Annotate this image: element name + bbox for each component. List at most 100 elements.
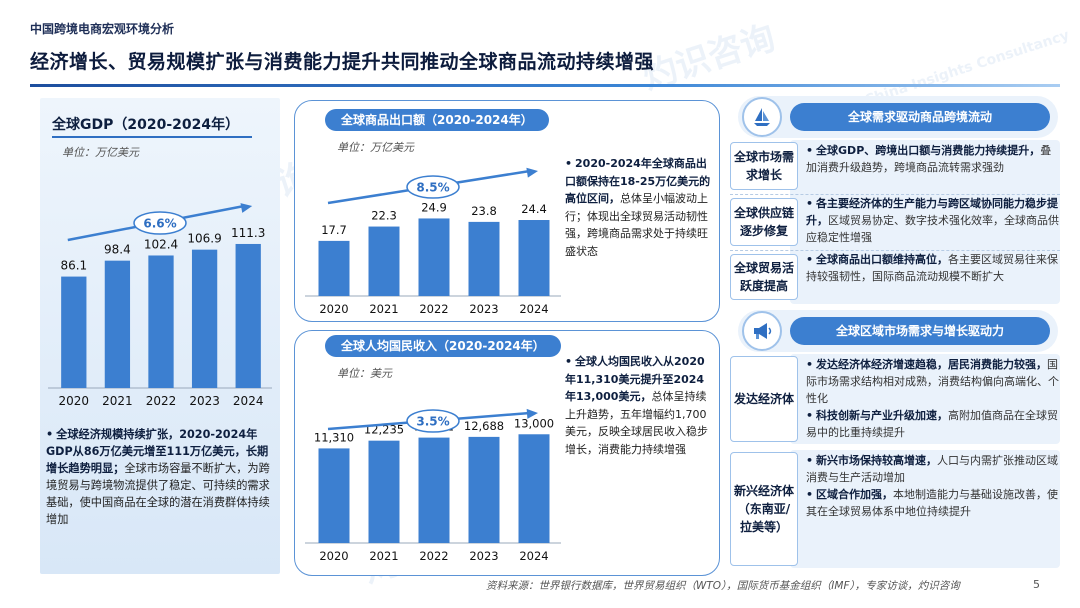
cagr-label: 8.5% bbox=[416, 181, 449, 195]
bar bbox=[235, 243, 261, 388]
row-bold: 科技创新与产业升级加速， bbox=[816, 409, 949, 422]
right-bottom-title: 全球区域市场需求与增长驱动力 bbox=[790, 317, 1050, 345]
row-market-demand: 全球GDP、跨境出口额与消费能力持续提升，叠加消费升级趋势，跨境商品流转需求强劲 bbox=[806, 142, 1060, 176]
row-bold: 新兴市场保持较高增速， bbox=[816, 454, 938, 467]
bullet-dot bbox=[806, 197, 816, 210]
row-rest: 叠加消费升级趋势，跨境商品流转需求强劲 bbox=[806, 144, 1052, 174]
cagr-label: 6.6% bbox=[143, 217, 176, 231]
row-bold: 各主要经济体的生产能力与跨区域协同能力稳步提升， bbox=[806, 197, 1059, 227]
data-label: 98.4 bbox=[104, 243, 131, 257]
bullet-dot bbox=[806, 454, 816, 467]
bar bbox=[518, 220, 550, 296]
export-note-bold: 2020-2024年全球商品出口额保持在18-25万亿美元的高位区间， bbox=[565, 157, 711, 205]
x-tick-label: 2020 bbox=[319, 549, 348, 563]
bullet-dot bbox=[806, 488, 816, 501]
data-label: 102.4 bbox=[144, 237, 178, 251]
row-rest: 高附加值商品在全球贸易中的比重持续提升 bbox=[806, 409, 1059, 439]
data-label: 24.4 bbox=[521, 202, 547, 216]
cagr-badge bbox=[406, 409, 460, 433]
developed-item-2: 科技创新与产业升级加速，高附加值商品在全球贸易中的比重持续提升 bbox=[806, 407, 1060, 441]
bullet-dot bbox=[565, 157, 575, 170]
x-tick-label: 2021 bbox=[369, 302, 398, 316]
data-label: 86.1 bbox=[60, 259, 87, 273]
gdp-note: 全球经济规模持续扩张，2020-2024年GDP从86万亿美元增至111万亿美元… bbox=[46, 426, 276, 528]
right-top-text-bg bbox=[790, 140, 1060, 304]
x-tick-label: 2021 bbox=[102, 394, 133, 408]
megaphone-icon bbox=[742, 311, 782, 351]
label-supply-chain: 全球供应链逐步修复 bbox=[730, 198, 798, 246]
income-note: 全球人均国民收入从2020年11,310美元提升至2024年13,000美元，总… bbox=[565, 353, 713, 458]
cagr-arrow-head bbox=[240, 203, 253, 213]
bar bbox=[318, 448, 350, 543]
bar bbox=[468, 436, 500, 543]
income-title: 全球人均国民收入（2020-2024年） bbox=[325, 335, 561, 357]
page-number: 5 bbox=[1033, 578, 1040, 591]
bar bbox=[368, 226, 400, 296]
emerging-text-bg bbox=[790, 450, 1060, 568]
bullet-dot bbox=[565, 355, 575, 368]
row-rest: 本地制造能力与基础设施改善，使其在全球贸易体系中地位持续提升 bbox=[806, 488, 1059, 518]
bullet-dot bbox=[806, 144, 816, 157]
x-tick-label: 2024 bbox=[519, 302, 548, 316]
row-bold: 区域合作加强， bbox=[816, 488, 894, 501]
cagr-badge bbox=[133, 211, 187, 235]
income-panel: 全球人均国民收入（2020-2024年） 单位：美元 11,310 2020 12,… bbox=[294, 330, 720, 576]
bar bbox=[148, 255, 174, 388]
data-label: 111.3 bbox=[231, 226, 265, 240]
gdp-note-bold: 全球经济规模持续扩张，2020-2024年GDP从86万亿美元增至111万亿美元… bbox=[46, 428, 269, 475]
x-tick-label: 2021 bbox=[369, 549, 398, 563]
emerging-item-2: 区域合作加强，本地制造能力与基础设施改善，使其在全球贸易体系中地位持续提升 bbox=[806, 486, 1060, 520]
export-title: 全球商品出口额（2020-2024年） bbox=[325, 109, 549, 131]
row-rest: 国际市场需求结构相对成熟，消费结构偏向高端化、个性化 bbox=[806, 358, 1059, 405]
title-divider bbox=[30, 84, 1060, 87]
income-chart: 11,310202012,235202112,602202212,6882023… bbox=[305, 408, 561, 563]
bar bbox=[468, 221, 500, 296]
row-supply-chain: 各主要经济体的生产能力与跨区域协同能力稳步提升，区域贸易协定、数字技术强化效率，… bbox=[806, 195, 1060, 246]
label-developed-economies: 发达经济体 bbox=[730, 356, 798, 442]
label-emerging-economies: 新兴经济体（东南亚/拉美等） bbox=[730, 452, 798, 566]
row-bold: 全球GDP、跨境出口额与消费能力持续提升， bbox=[816, 144, 1041, 157]
title-row: 经济增长、贸易规模扩张与消费能力提升共同推动全球商品流动持续增强 bbox=[30, 42, 1060, 82]
income-note-bold: 全球人均国民收入从2020年11,310美元提升至2024年13,000美元， bbox=[565, 355, 705, 403]
cagr-label: 3.5% bbox=[416, 415, 449, 429]
gdp-note-rest: 全球市场容量不断扩大，为跨境贸易与跨境物流提供了稳定、可持续的需求基础，使中国商… bbox=[46, 462, 270, 526]
emerging-item-1: 新兴市场保持较高增速，人口与内需扩张推动区域消费与生产活动增加 bbox=[806, 452, 1060, 486]
gdp-title-underline bbox=[52, 136, 252, 138]
gdp-unit: 单位：万亿美元 bbox=[62, 146, 139, 159]
bullet-dot bbox=[806, 358, 816, 371]
x-tick-label: 2023 bbox=[469, 302, 498, 316]
bullet-dot bbox=[46, 428, 56, 441]
row-trade-activity: 全球商品出口额维持高位，各主要区域贸易往来保持较强韧性，国际商品流动规模不断扩大 bbox=[806, 251, 1060, 285]
bullet-dot bbox=[806, 409, 816, 422]
source-note: 资料来源：世界银行数据库，世界贸易组织（WTO），国际货币基金组织（IMF），专… bbox=[486, 580, 960, 592]
cagr-badge bbox=[406, 175, 460, 199]
sailboat-icon bbox=[742, 97, 782, 137]
data-label: 106.9 bbox=[187, 232, 221, 246]
row-bold: 发达经济体经济增速趋稳，居民消费能力较强， bbox=[816, 358, 1048, 371]
data-label: 23.8 bbox=[471, 204, 497, 218]
bar bbox=[104, 260, 131, 388]
bullet-dot bbox=[806, 253, 816, 266]
data-label: 24.9 bbox=[421, 200, 447, 214]
gdp-panel: 全球GDP（2020-2024年） 单位：万亿美元 86.1 2020 98.4 20… bbox=[40, 98, 280, 574]
page-title: 经济增长、贸易规模扩张与消费能力提升共同推动全球商品流动持续增强 bbox=[30, 51, 655, 73]
gdp-title: 全球GDP（2020-2024年） bbox=[52, 117, 240, 133]
x-tick-label: 2020 bbox=[319, 302, 348, 316]
income-unit: 单位：美元 bbox=[337, 367, 392, 380]
cagr-arrow-head bbox=[526, 167, 538, 178]
export-unit: 单位：万亿美元 bbox=[337, 141, 414, 154]
developed-text-bg bbox=[790, 354, 1060, 444]
data-label: 17.7 bbox=[321, 223, 347, 237]
row-bold: 全球商品出口额维持高位， bbox=[816, 253, 949, 266]
gdp-chart: 86.1 2020 98.4 2021 102.4 2022 106.9 2023 111.3 2… bbox=[48, 203, 272, 408]
bar bbox=[61, 276, 87, 388]
data-label: 13,000 bbox=[514, 416, 554, 430]
x-tick-label: 2022 bbox=[146, 394, 177, 408]
bar bbox=[518, 434, 550, 543]
x-tick-label: 2022 bbox=[419, 549, 448, 563]
data-label: 12,688 bbox=[464, 419, 504, 433]
x-tick-label: 2023 bbox=[469, 549, 498, 563]
row-rest: 区域贸易协定、数字技术强化效率，全球商品供应稳定性增强 bbox=[806, 214, 1059, 244]
bar bbox=[418, 218, 450, 296]
row-rest: 人口与内需扩张推动区域消费与生产活动增加 bbox=[806, 454, 1059, 484]
